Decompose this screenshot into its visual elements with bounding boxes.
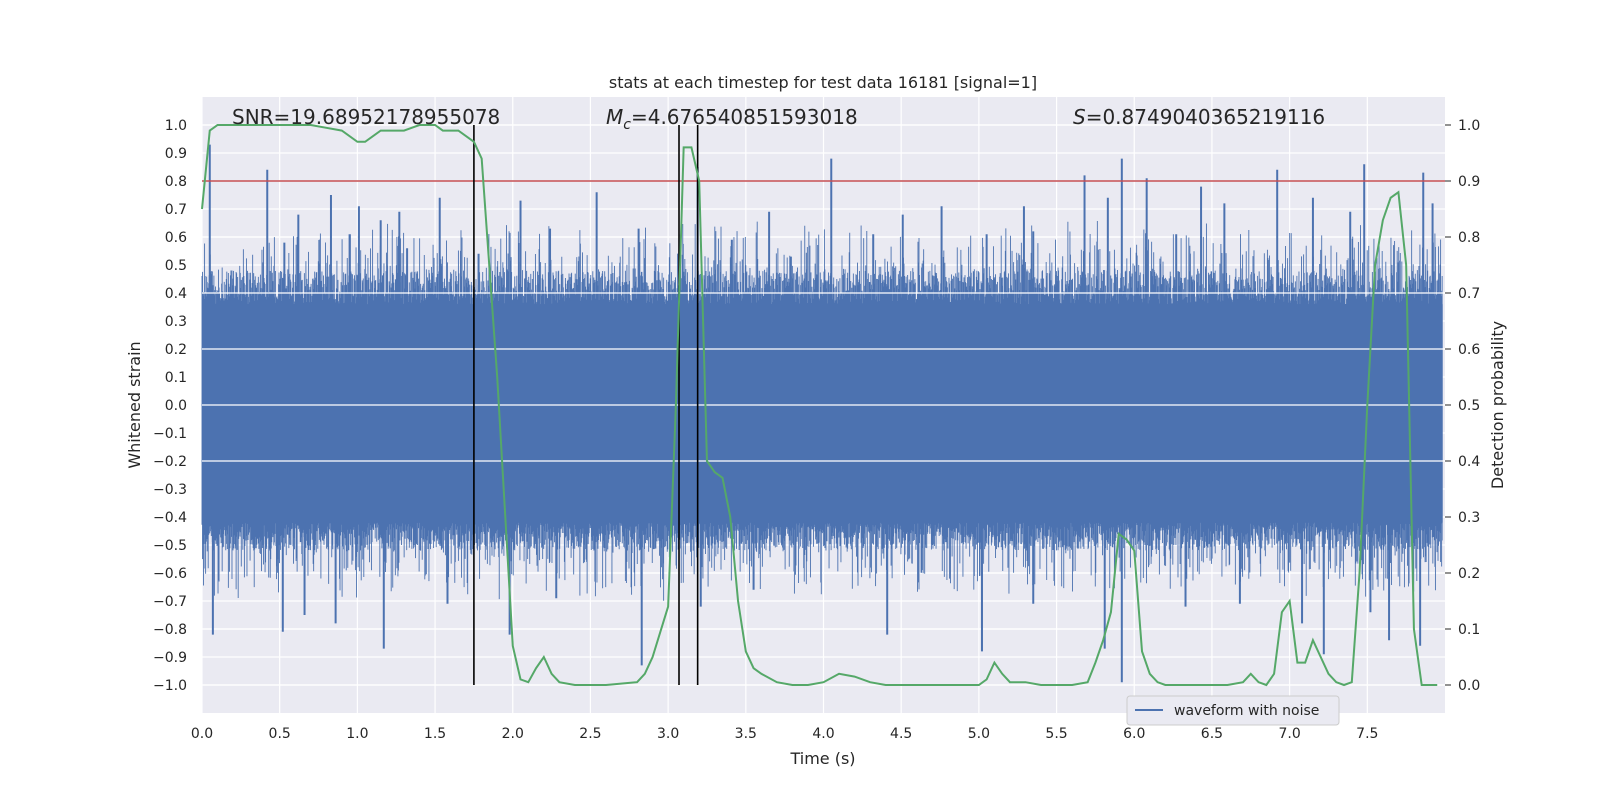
y-tick-label: −1.0 xyxy=(153,678,187,694)
snr-annotation: SNR=19.68952178955078 xyxy=(232,105,500,129)
y-tick-label: 0.7 xyxy=(165,202,187,218)
y-tick-label: 0.4 xyxy=(165,286,187,302)
x-tick-label: 4.5 xyxy=(890,726,912,742)
x-tick-label: 2.5 xyxy=(579,726,601,742)
y2-tick-label: 0.4 xyxy=(1458,454,1480,470)
s-annotation: S=0.8749040365219116 xyxy=(1073,105,1325,129)
x-tick-label: 7.0 xyxy=(1278,726,1300,742)
y-tick-label: −0.4 xyxy=(153,510,187,526)
y-axis-ticks: 1.0 0.9 0.8 0.7 0.6 0.5 0.4 0.3 0.2 0.1 0.0 −0.1 −0.… xyxy=(153,118,187,694)
y-tick-label: 0.5 xyxy=(165,258,187,274)
y2-tick-label: 0.7 xyxy=(1458,286,1480,302)
chirp-mass-annotation: Mc=4.676540851593018 xyxy=(606,105,858,133)
y2-tick-label: 0.9 xyxy=(1458,174,1480,190)
x-tick-label: 3.0 xyxy=(657,726,679,742)
y-tick-label: −0.3 xyxy=(153,482,187,498)
chart-title: stats at each timestep for test data 161… xyxy=(609,73,1037,92)
chirp-mass-value: =4.676540851593018 xyxy=(631,105,858,129)
x-tick-label: 0.5 xyxy=(269,726,291,742)
y-tick-label: −0.1 xyxy=(153,426,187,442)
y2-tick-label: 0.0 xyxy=(1458,678,1480,694)
s-value: =0.8749040365219116 xyxy=(1086,105,1325,129)
y2-tick-label: 0.2 xyxy=(1458,566,1480,582)
x-tick-label: 7.5 xyxy=(1356,726,1378,742)
x-tick-label: 0.0 xyxy=(191,726,213,742)
x-axis-label: Time (s) xyxy=(789,749,855,768)
x-tick-label: 6.0 xyxy=(1123,726,1145,742)
x-tick-label: 1.0 xyxy=(346,726,368,742)
y-tick-label: 0.1 xyxy=(165,370,187,386)
y-tick-label: 1.0 xyxy=(165,118,187,134)
y2-tick-label: 0.6 xyxy=(1458,342,1480,358)
y-tick-label: 0.6 xyxy=(165,230,187,246)
waveform-band xyxy=(202,304,1443,523)
y2-tick-label: 0.3 xyxy=(1458,510,1480,526)
y2-tick-label: 0.8 xyxy=(1458,230,1480,246)
y-axis-label: Whitened strain xyxy=(125,341,144,468)
y-tick-label: −0.6 xyxy=(153,566,187,582)
y-tick-label: 0.9 xyxy=(165,146,187,162)
y-tick-label: −0.7 xyxy=(153,594,187,610)
y2-tick-label: 0.5 xyxy=(1458,398,1480,414)
x-tick-label: 3.5 xyxy=(735,726,757,742)
x-tick-label: 4.0 xyxy=(812,726,834,742)
s-symbol: S xyxy=(1073,105,1086,129)
y2-axis-label: Detection probability xyxy=(1488,321,1507,489)
waveform-series xyxy=(201,144,1445,683)
y-tick-label: 0.8 xyxy=(165,174,187,190)
y-tick-label: 0.0 xyxy=(165,398,187,414)
legend: waveform with noise xyxy=(1126,695,1340,726)
x-tick-label: 2.0 xyxy=(502,726,524,742)
x-tick-label: 6.5 xyxy=(1201,726,1223,742)
x-axis-ticks: 0.0 0.5 1.0 1.5 2.0 2.5 3.0 3.5 4.0 4.5 5.0 5.5 6.0 6… xyxy=(191,726,1379,742)
chirp-mass-symbol: M xyxy=(606,105,623,129)
x-tick-label: 5.0 xyxy=(968,726,990,742)
y2-axis-ticks: 1.0 0.9 0.8 0.7 0.6 0.5 0.4 0.3 0.2 0.1 0.0 xyxy=(1445,118,1480,694)
y-tick-label: −0.5 xyxy=(153,538,187,554)
y2-tick-label: 0.1 xyxy=(1458,622,1480,638)
legend-label-waveform: waveform with noise xyxy=(1174,703,1319,719)
y-tick-label: −0.2 xyxy=(153,454,187,470)
y-tick-label: −0.8 xyxy=(153,622,187,638)
y2-tick-label: 1.0 xyxy=(1458,118,1480,134)
chirp-mass-subscript: c xyxy=(623,117,631,133)
y-tick-label: 0.2 xyxy=(165,342,187,358)
overlays xyxy=(201,124,1445,687)
y-tick-label: 0.3 xyxy=(165,314,187,330)
x-tick-label: 5.5 xyxy=(1045,726,1067,742)
legend-box xyxy=(1126,695,1340,726)
y-tick-label: −0.9 xyxy=(153,650,187,666)
x-tick-label: 1.5 xyxy=(424,726,446,742)
probability-line xyxy=(201,124,1438,687)
